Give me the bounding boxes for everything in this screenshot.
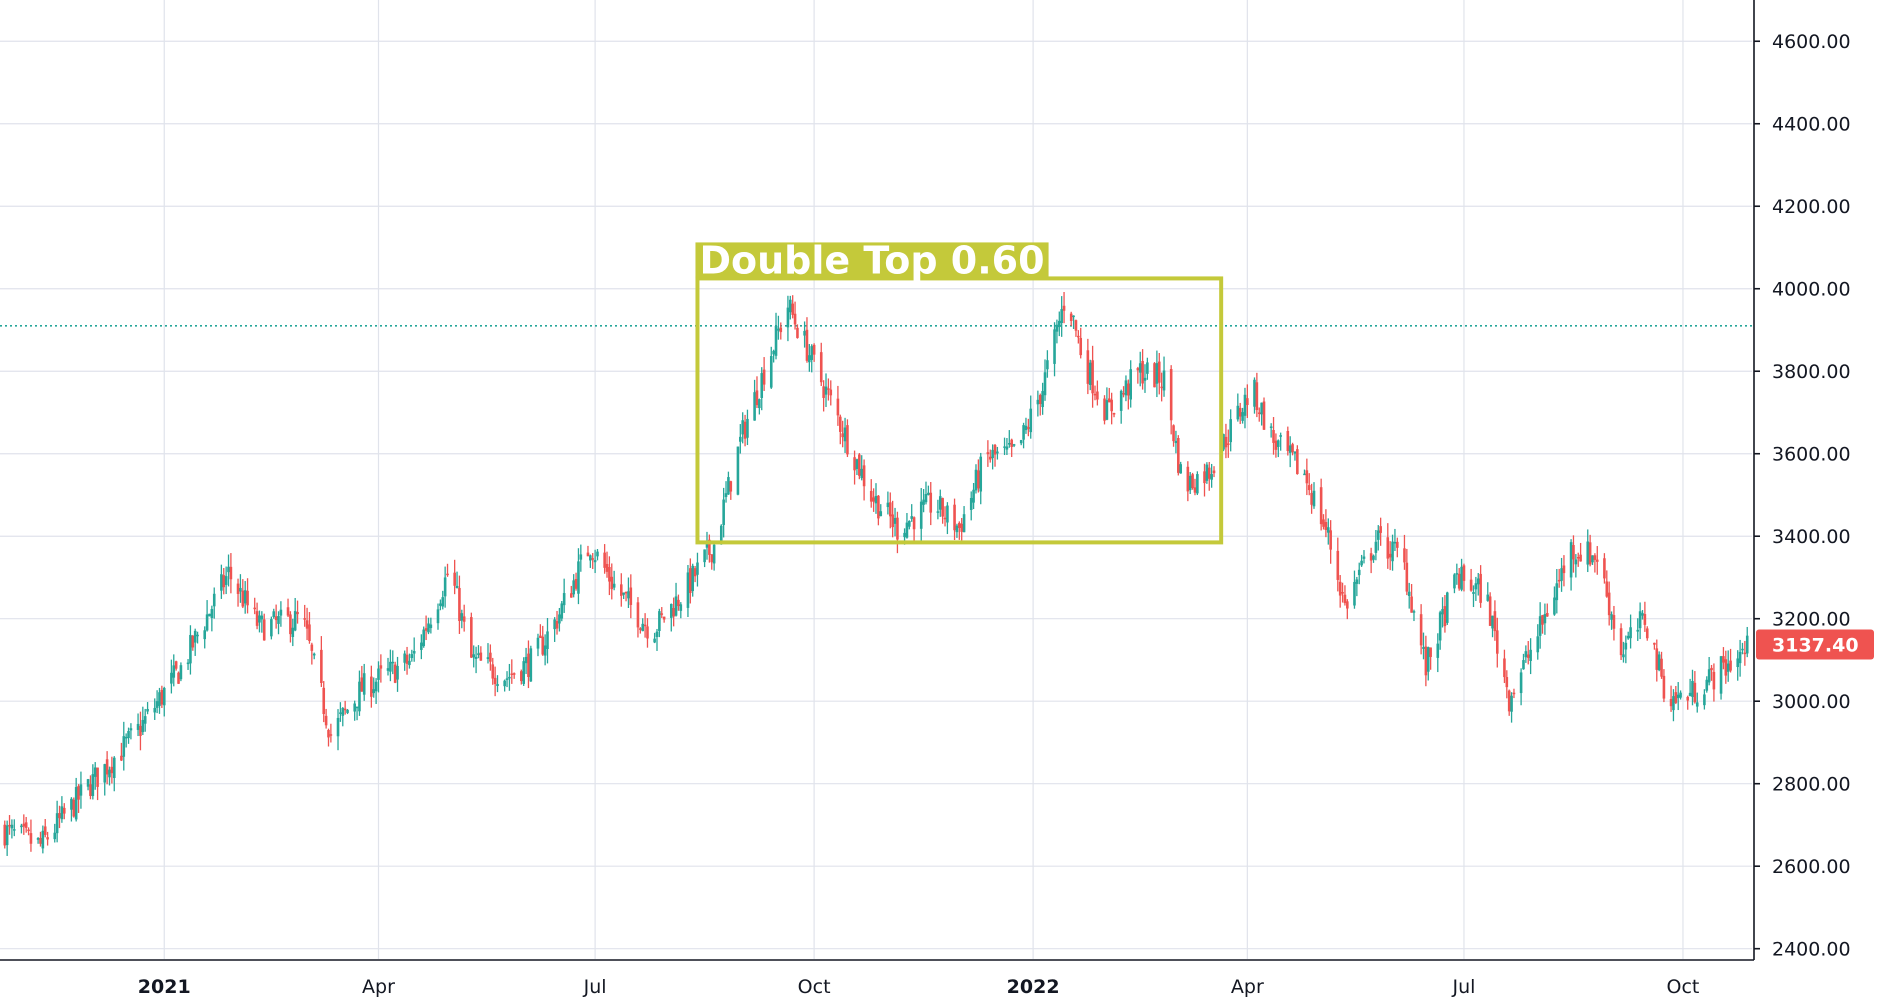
price-tick-label: 2800.00 [1772,774,1851,796]
time-tick-label: Oct [1667,976,1700,998]
time-tick-label: Apr [1231,976,1264,998]
axes: 4600.00 4400.00 4200.00 4000.00 3800.00 3600.… [0,0,1851,998]
pattern-annotation: Double Top 0.60 [695,238,1224,545]
time-tick-label: Jul [1451,976,1475,998]
price-tick-label: 2400.00 [1772,939,1851,961]
last-price-tag-label: 3137.40 [1772,635,1859,657]
price-tick-label: 4200.00 [1772,196,1851,218]
price-tick-label: 2600.00 [1772,856,1851,878]
time-tick-label: Apr [362,976,395,998]
time-axis-ticks[interactable]: 2021 Apr Jul Oct 2022 Apr Jul Oct [138,976,1700,998]
time-tick-label: 2022 [1007,976,1060,998]
price-tick-label: 3800.00 [1772,361,1851,383]
time-tick-label: Oct [798,976,831,998]
price-tick-label: 4600.00 [1772,31,1851,53]
price-tick-label: 4000.00 [1772,279,1851,301]
price-axis-ticks[interactable]: 4600.00 4400.00 4200.00 4000.00 3800.00 3600.… [1754,31,1851,961]
grid-lines [0,0,1752,959]
time-tick-label: 2021 [138,976,191,998]
last-price-tag: 3137.40 [1756,629,1874,660]
last-price-tag-background [1756,629,1874,660]
time-tick-label: Jul [583,976,607,998]
price-tick-label: 3600.00 [1772,444,1851,466]
price-tick-label: 3200.00 [1772,609,1851,631]
pattern-label-background [695,242,1049,279]
price-tick-label: 3400.00 [1772,526,1851,548]
candlestick-series [3,292,1749,856]
price-tick-label: 4400.00 [1772,114,1851,136]
pattern-label: Double Top 0.60 [699,238,1044,282]
price-tick-label: 3000.00 [1772,691,1851,713]
